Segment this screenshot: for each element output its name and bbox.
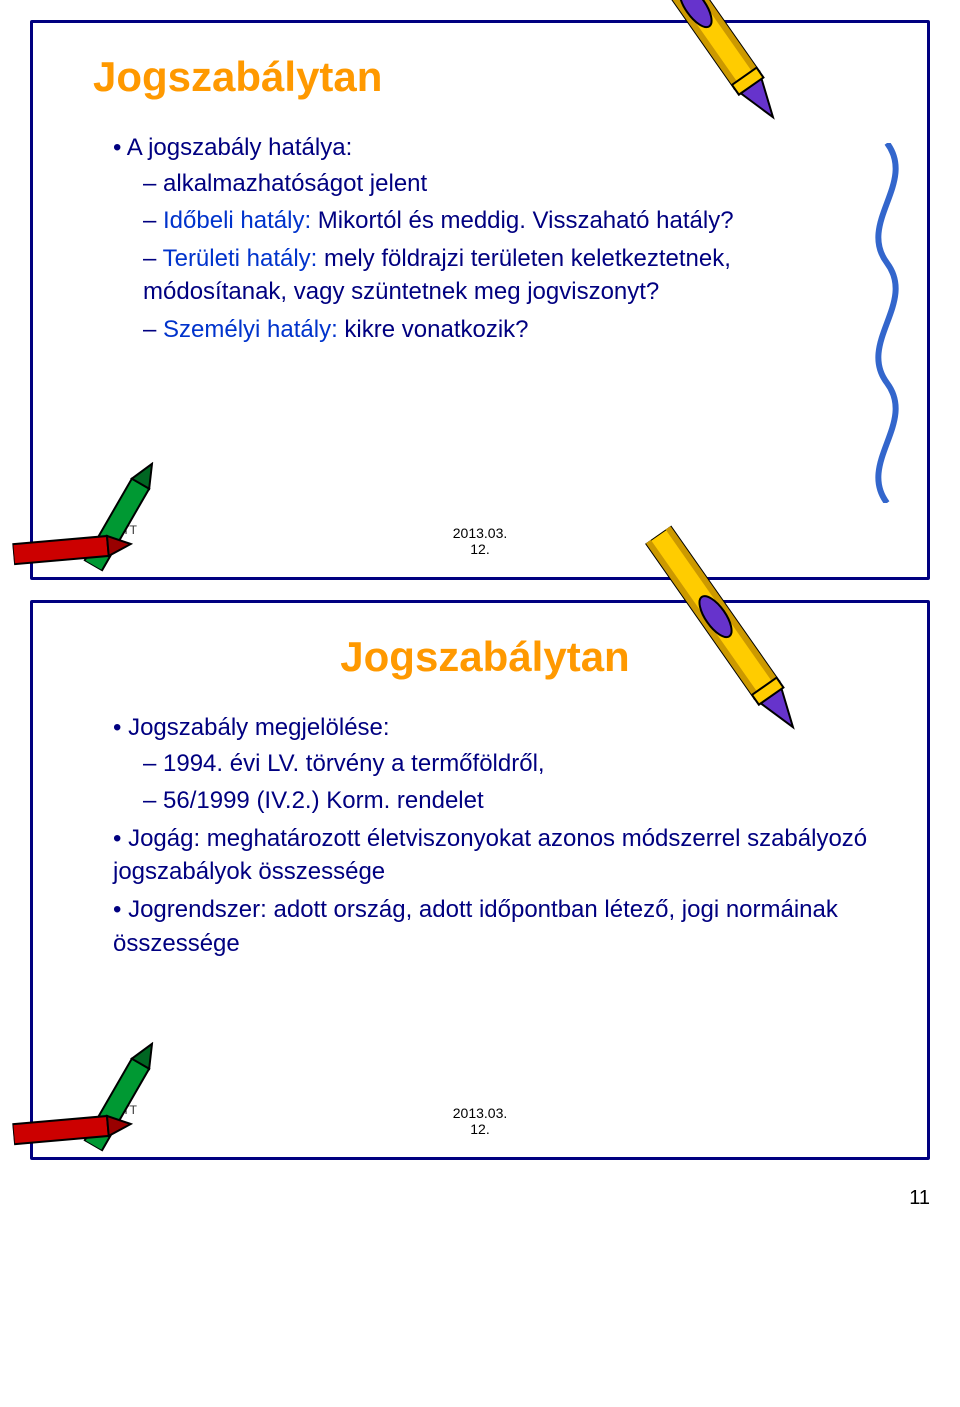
slide-content: Jogszabály megjelölése: 1994. évi LV. tö… [93, 711, 877, 960]
crayon-icon [12, 1111, 134, 1147]
bullet-item: Jogrendszer: adott ország, adott időpont… [113, 893, 877, 960]
bullet-item: A jogszabály hatálya: alkalmazhatóságot … [113, 131, 877, 347]
slide-1: Jogszabálytan A jogszabály hatálya: alka… [30, 20, 930, 580]
slide-content: A jogszabály hatálya: alkalmazhatóságot … [93, 131, 877, 347]
footer-date: 2013.03. 12. [453, 1105, 508, 1137]
slide-2: Jogszabálytan Jogszabály megjelölése: 19… [30, 600, 930, 1160]
sub-item: Személyi hatály: kikre vonatkozik? [143, 313, 877, 347]
bullet-text: Jogszabály megjelölése: [128, 714, 389, 741]
sub-item: 56/1999 (IV.2.) Korm. rendelet [143, 784, 877, 818]
sub-item: Területi hatály: mely földrajzi területe… [143, 242, 877, 309]
crayon-icon [12, 531, 134, 567]
bullet-item: Jogág: meghatározott életviszonyokat azo… [113, 822, 877, 889]
wave-icon [857, 143, 917, 503]
sub-item: alkalmazhatóságot jelent [143, 167, 877, 201]
page-number: 11 [30, 1187, 930, 1210]
footer-date: 2013.03. 12. [453, 525, 508, 557]
bullet-text: A jogszabály hatálya: [127, 134, 352, 161]
sub-item: Időbeli hatály: Mikortól és meddig. Viss… [143, 204, 877, 238]
sub-item: 1994. évi LV. törvény a termőföldről, [143, 747, 877, 781]
